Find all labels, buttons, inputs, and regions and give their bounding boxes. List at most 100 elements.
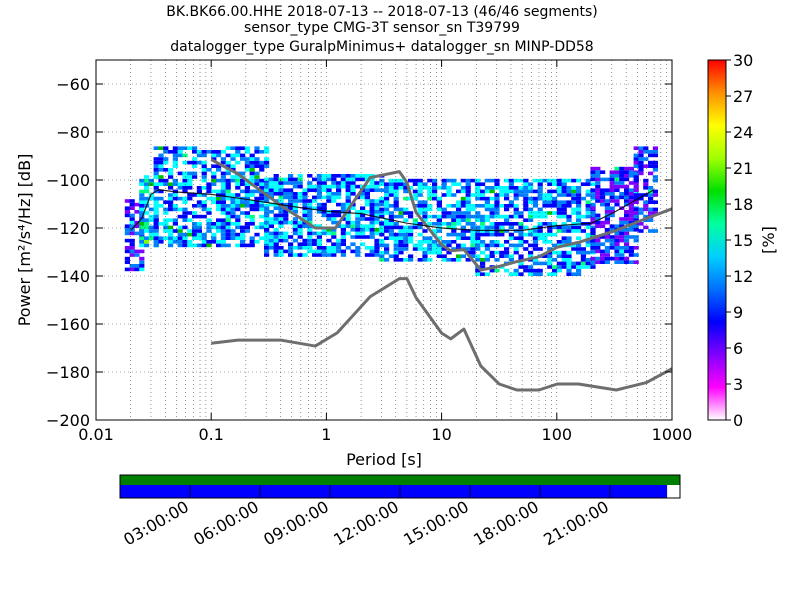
psd-cell [604, 256, 610, 261]
psd-cell [561, 189, 567, 194]
psd-cell [384, 247, 390, 251]
psd-cell [307, 217, 313, 221]
psd-cell [566, 236, 572, 240]
psd-cell [336, 195, 342, 200]
psd-cell [643, 182, 649, 186]
psd-cell [374, 181, 380, 185]
psd-cell [590, 225, 596, 230]
psd-cell [619, 166, 625, 171]
psd-cell [249, 160, 255, 165]
psd-cell [288, 220, 294, 225]
psd-cell [316, 174, 322, 178]
psd-cell [230, 196, 236, 201]
psd-cell [336, 224, 342, 228]
psd-cell [139, 211, 145, 215]
psd-cell [628, 228, 634, 232]
psd-cell [278, 238, 284, 243]
psd-cell [345, 224, 351, 228]
psd-cell [259, 160, 265, 165]
psd-cell [148, 232, 154, 237]
psd-cell [177, 243, 183, 248]
psd-cell [532, 200, 538, 204]
psd-cell [628, 224, 634, 228]
psd-cell [360, 235, 366, 239]
psd-cell [350, 174, 356, 178]
psd-cell [585, 225, 591, 230]
psd-cell [206, 196, 212, 201]
psd-cell [633, 211, 639, 215]
psd-cell [144, 218, 150, 222]
psd-cell [244, 225, 250, 230]
psd-cell [484, 229, 490, 233]
psd-cell [513, 272, 519, 276]
psd-cell [139, 240, 145, 244]
nlnm-line [211, 277, 673, 392]
psd-cell [633, 214, 639, 219]
psd-cell [316, 184, 322, 189]
psd-cell [518, 225, 524, 230]
psd-cell [537, 182, 543, 186]
psd-cell [273, 177, 279, 182]
psd-cell [326, 213, 332, 218]
psd-cell [302, 246, 308, 250]
psd-cell [484, 189, 490, 194]
psd-cell [124, 199, 130, 203]
psd-cell [172, 182, 178, 186]
psd-cell [187, 160, 193, 165]
psd-cell [451, 232, 457, 237]
psd-cell [609, 184, 615, 189]
psd-cell [264, 228, 270, 232]
psd-cell [288, 192, 294, 196]
psd-cell [182, 243, 188, 248]
psd-cell [504, 240, 510, 244]
psd-cell [153, 168, 159, 172]
psd-cell [168, 243, 174, 248]
psd-cell [614, 238, 620, 243]
psd-cell [528, 218, 534, 222]
psd-cell [446, 178, 452, 183]
psd-cell [566, 268, 572, 273]
psd-cell [129, 264, 135, 268]
psd-cell [489, 229, 495, 233]
psd-cell [345, 246, 351, 250]
psd-cell [393, 193, 399, 197]
psd-cell [480, 258, 486, 262]
psd-cell [249, 214, 255, 219]
psd-cell [244, 164, 250, 168]
psd-cell [652, 193, 658, 197]
psd-cell [432, 214, 438, 219]
psd-cell [398, 229, 404, 233]
psd-cell [326, 177, 332, 182]
psd-cell [355, 217, 361, 221]
psd-cell [523, 182, 529, 186]
psd-cell [249, 189, 255, 194]
psd-cell [316, 188, 322, 192]
psd-cell [273, 206, 279, 210]
psd-cell [441, 258, 447, 262]
psd-cell [211, 175, 217, 179]
psd-cell [403, 236, 409, 240]
psd-cell [153, 182, 159, 186]
psd-cell [576, 225, 582, 230]
psd-cell [609, 213, 615, 218]
psd-cell [235, 150, 241, 154]
psd-cell [158, 153, 164, 158]
psd-cell [297, 174, 303, 178]
psd-cell [264, 204, 270, 208]
psd-cell [196, 189, 202, 194]
psd-cell [249, 204, 255, 208]
psd-cell [331, 235, 337, 239]
psd-cell [513, 178, 519, 183]
psd-cell [321, 249, 327, 254]
psd-cell [619, 184, 625, 189]
psd-cell [230, 229, 236, 233]
psd-cell [216, 229, 222, 233]
psd-cell [144, 211, 150, 215]
psd-cell [288, 202, 294, 207]
psd-cell [508, 186, 514, 190]
psd-cell [384, 229, 390, 233]
psd-cell [518, 193, 524, 197]
psd-cell [379, 178, 385, 183]
psd-cell [652, 207, 658, 212]
psd-cell [225, 153, 231, 158]
